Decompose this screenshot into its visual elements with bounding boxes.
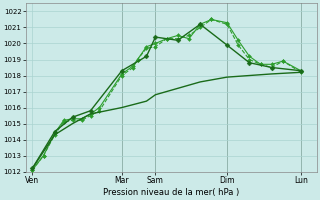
X-axis label: Pression niveau de la mer( hPa ): Pression niveau de la mer( hPa ) xyxy=(103,188,239,197)
